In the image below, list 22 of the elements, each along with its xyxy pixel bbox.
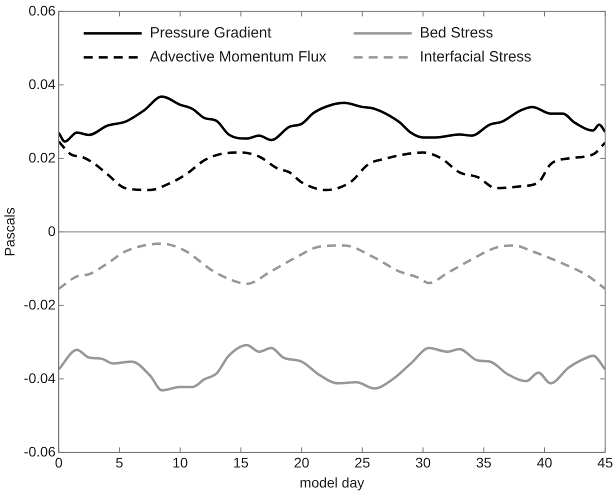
x-tick-label: 15 — [233, 454, 249, 471]
x-tick-label: 10 — [172, 454, 188, 471]
x-tick-label: 35 — [476, 454, 492, 471]
x-tick-label: 30 — [415, 454, 432, 471]
y-tick-label: -0.06 — [24, 443, 56, 460]
legend-label: Advective Momentum Flux — [150, 48, 327, 66]
x-tick-label: 5 — [116, 454, 124, 471]
y-tick-label: -0.02 — [24, 296, 56, 312]
x-axis-title: model day — [300, 474, 364, 490]
x-tick-label: 40 — [536, 454, 552, 471]
y-tick-label: 0.06 — [28, 2, 56, 18]
y-axis-title: Pascals — [1, 207, 18, 256]
y-tick-label: 0.04 — [28, 76, 56, 92]
y-tick-label: 0.02 — [28, 149, 56, 166]
legend-label: Pressure Gradient — [150, 24, 272, 42]
y-tick-label: 0 — [48, 222, 56, 239]
y-tick-label: -0.04 — [24, 370, 56, 386]
legend-label: Bed Stress — [420, 24, 494, 42]
x-tick-label: 25 — [354, 454, 370, 471]
legend-label: Interfacial Stress — [420, 48, 532, 66]
x-tick-label: 45 — [597, 454, 614, 471]
x-tick-label: 20 — [294, 454, 310, 471]
